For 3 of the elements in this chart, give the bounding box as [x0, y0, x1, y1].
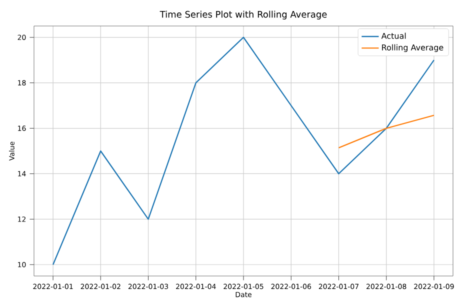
chart-title: Time Series Plot with Rolling Average — [160, 10, 327, 20]
legend-label: Rolling Average — [382, 44, 444, 52]
legend-label: Actual — [381, 32, 406, 39]
